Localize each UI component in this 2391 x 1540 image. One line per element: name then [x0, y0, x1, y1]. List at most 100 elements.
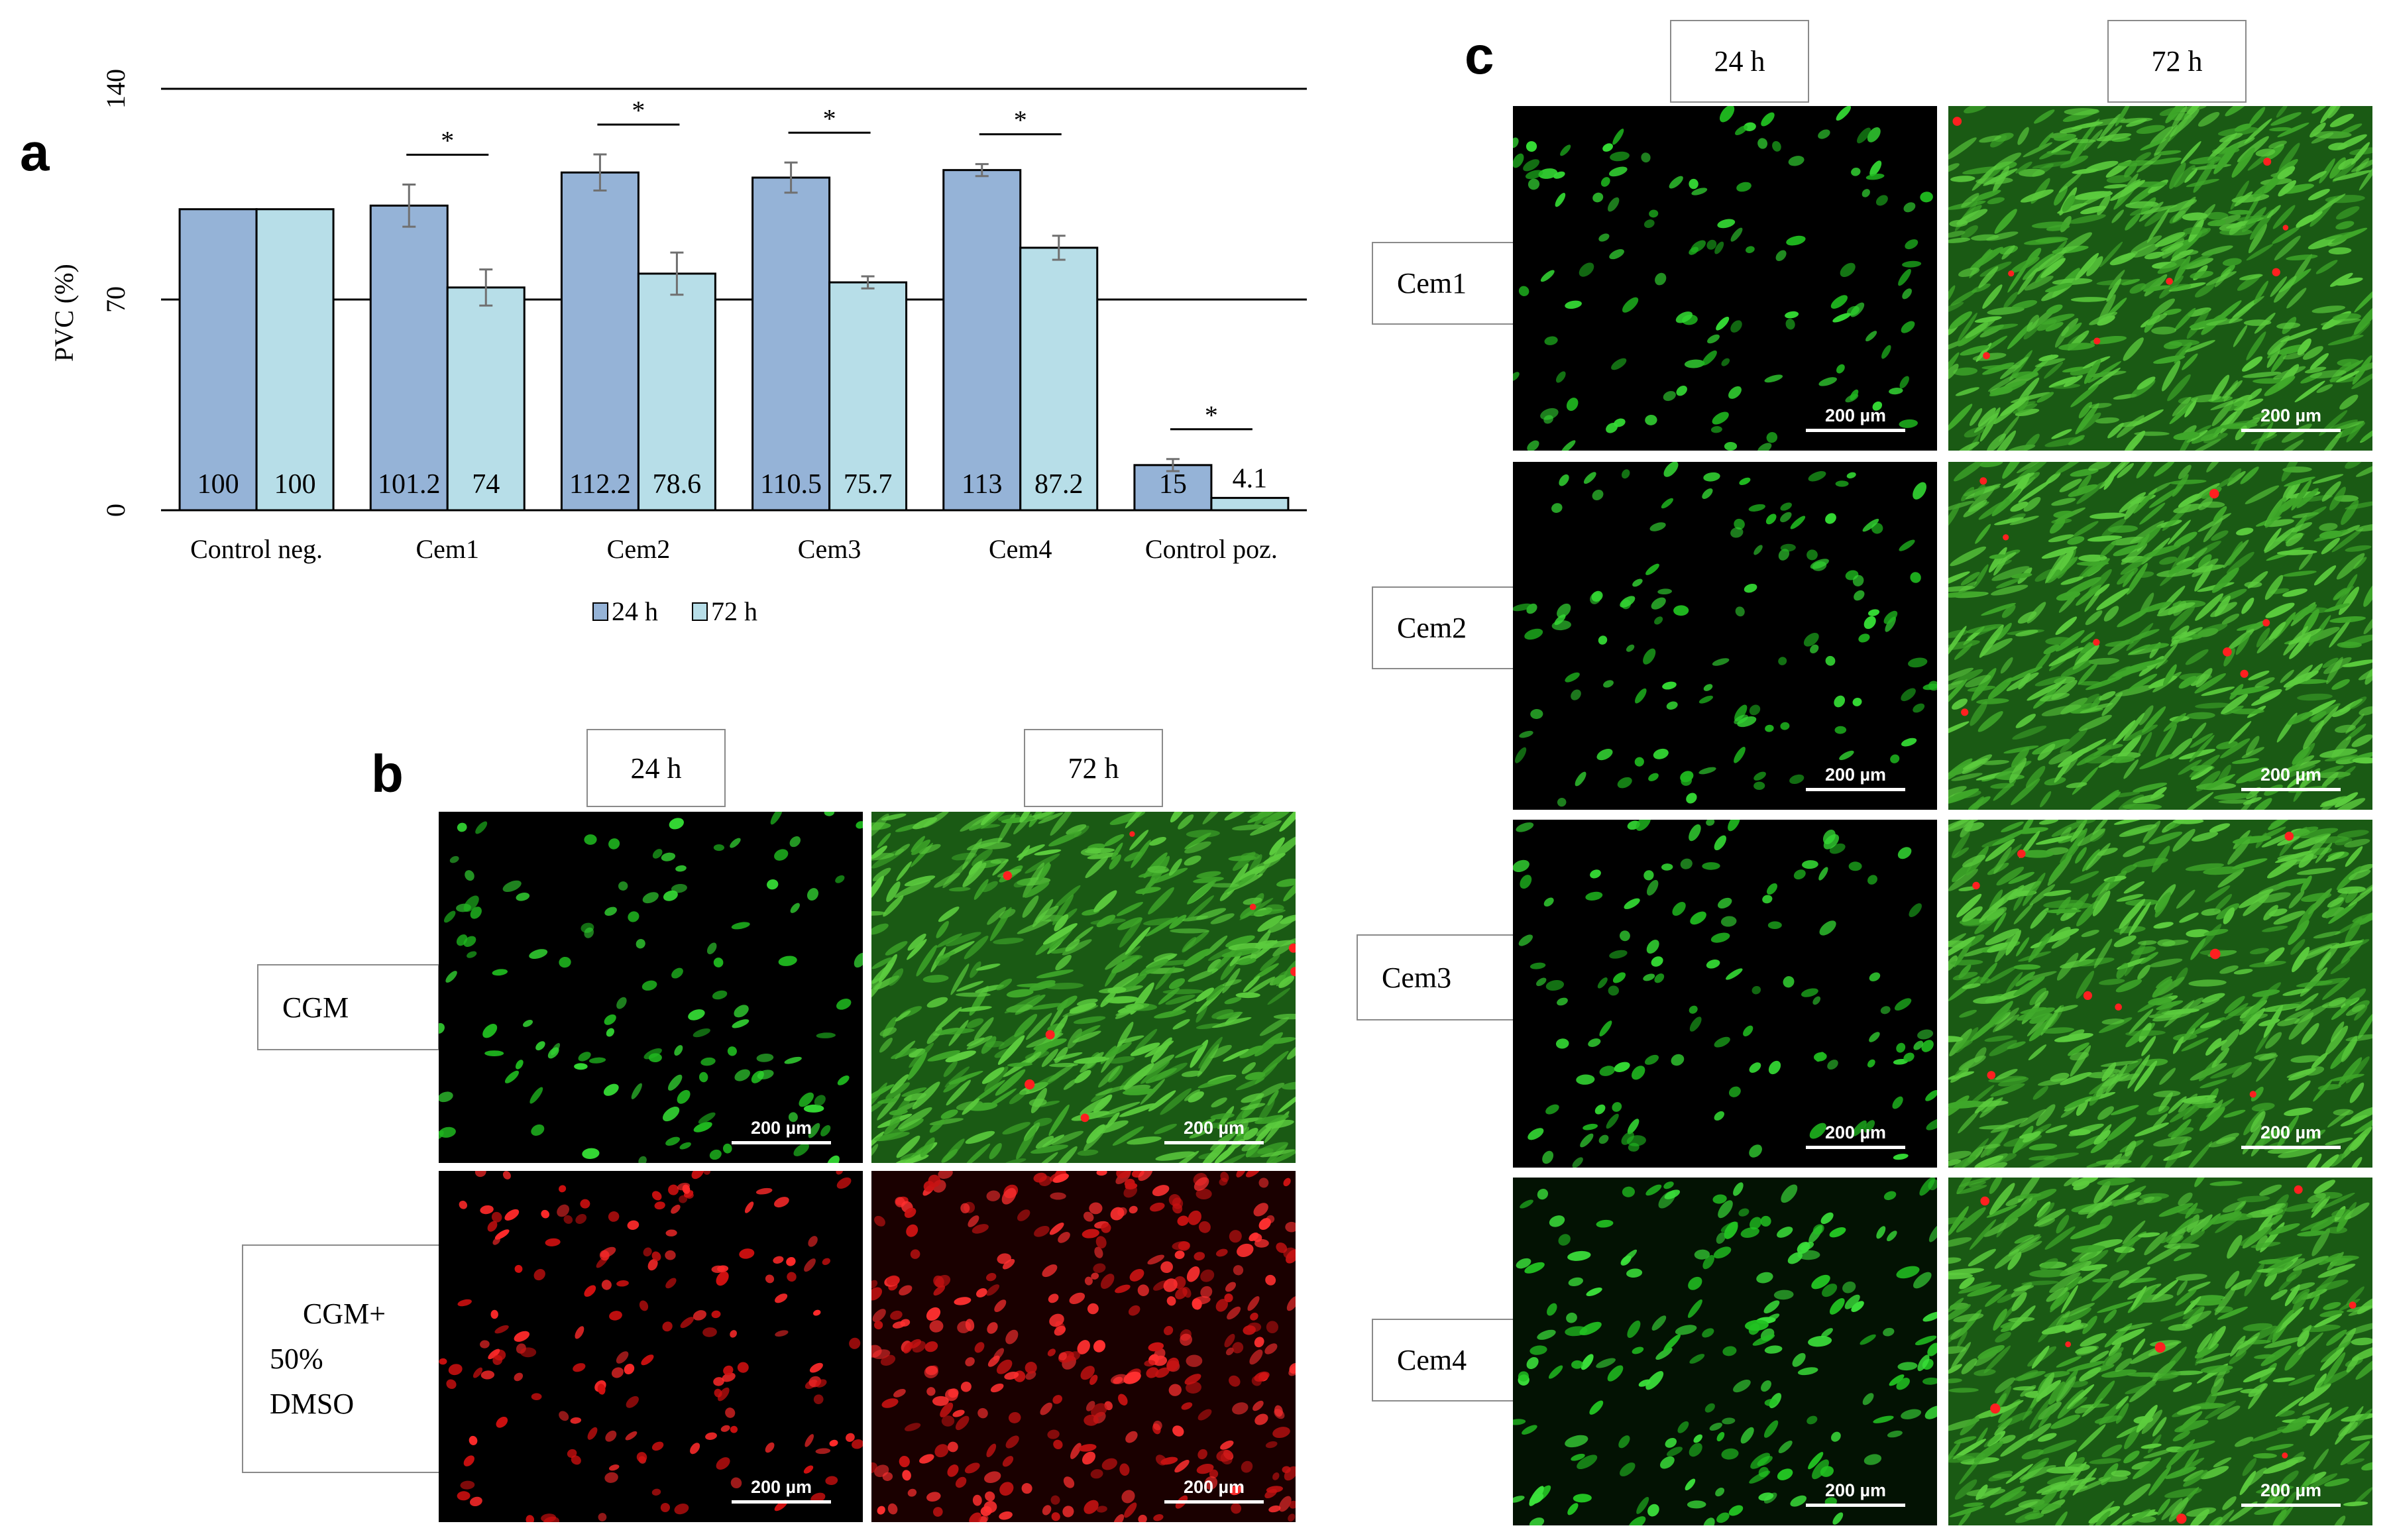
y-tick-label: 70 [101, 286, 131, 313]
data-label: 112.2 [569, 469, 631, 500]
row-label-text: 50% [270, 1342, 323, 1375]
x-tick-label: Control poz. [1145, 534, 1278, 564]
legend-label: 72 h [711, 596, 757, 626]
x-tick-label: Cem3 [798, 534, 862, 564]
micrograph-cem2-24h: 200 µm [1513, 462, 1937, 810]
significance-star: * [823, 103, 836, 133]
scale-bar-line [1806, 1504, 1905, 1507]
x-tick-label: Cem2 [607, 534, 671, 564]
row-label-text: CGM [282, 991, 349, 1024]
scale-bar-label: 200 µm [1824, 1123, 1887, 1142]
scale-bar: 200 µm [732, 1477, 831, 1504]
micrograph-cem4-24h: 200 µm [1513, 1178, 1937, 1525]
micrograph-cem2-72h: 200 µm [1948, 462, 2372, 810]
panel-c-row-label-cem2: Cem2 [1372, 586, 1514, 669]
significance-star: * [1014, 105, 1027, 135]
data-label: 100 [274, 469, 316, 500]
panel-b-col-header-72h: 72 h [1024, 729, 1163, 807]
scale-bar-line [2241, 1504, 2341, 1507]
micrograph-cem1-24h: 200 µm [1513, 106, 1937, 451]
scale-bar: 200 µm [2241, 1123, 2341, 1149]
scale-bar: 200 µm [1806, 765, 1905, 791]
legend-label: 24 h [612, 596, 658, 626]
bar-cem4-24h [942, 169, 1022, 512]
panel-b-row-label-cgm: CGM [257, 964, 439, 1050]
micrograph-cem3-72h: 200 µm [1948, 820, 2372, 1168]
cell-image [1513, 462, 1937, 810]
bar-control-poz--24h [1133, 464, 1213, 512]
panel-letter-c: c [1465, 26, 1494, 85]
micrograph-cem3-24h: 200 µm [1513, 820, 1937, 1168]
scale-bar-label: 200 µm [1824, 765, 1887, 785]
scale-bar-label: 200 µm [1183, 1477, 1245, 1497]
data-label: 78.6 [653, 469, 702, 500]
y-tick-label: 140 [101, 69, 131, 109]
panel-letter-b: b [371, 744, 404, 803]
scale-bar: 200 µm [2241, 765, 2341, 791]
scale-bar-line [732, 1500, 831, 1504]
scale-bar: 200 µm [2241, 406, 2341, 432]
panel-b-row-label-cgm-dmso: CGM+ 50% DMSO [242, 1244, 441, 1473]
significance-star: * [1205, 400, 1218, 430]
cell-image [1948, 820, 2372, 1168]
micrograph-dmso-72h: 200 µm [871, 1171, 1296, 1522]
scale-bar-line [1806, 429, 1905, 432]
significance-star: * [632, 95, 645, 125]
data-label: 74 [472, 469, 500, 500]
bar-control-neg--72h [255, 208, 335, 512]
y-tick-label: 0 [101, 504, 131, 517]
micrograph-dmso-24h: 200 µm [439, 1171, 863, 1522]
y-axis-label: PVC (%) [49, 264, 79, 362]
panel-letter-a: a [20, 123, 50, 182]
scale-bar-line [1164, 1500, 1264, 1504]
x-tick-label: Cem1 [416, 534, 479, 564]
x-tick-label: Control neg. [190, 534, 323, 564]
scale-bar-label: 200 µm [2260, 1123, 2322, 1142]
scale-bar: 200 µm [1164, 1477, 1264, 1504]
scale-bar: 200 µm [1806, 406, 1905, 432]
micrograph-cem4-72h: 200 µm [1948, 1178, 2372, 1525]
data-label: 15 [1159, 469, 1187, 500]
data-label: 100 [197, 469, 239, 500]
bar-control-neg--24h [178, 208, 258, 512]
panel-c-col-header-72h: 72 h [2107, 20, 2247, 103]
legend-swatch [592, 602, 608, 621]
bar-cem4-72h [1019, 247, 1099, 512]
scale-bar-label: 200 µm [2260, 406, 2322, 425]
micrograph-cem1-72h: 200 µm [1948, 106, 2372, 451]
scale-bar-line [732, 1141, 831, 1144]
cell-image [1948, 462, 2372, 810]
scale-bar-label: 200 µm [1824, 406, 1887, 425]
data-label: 4.1 [1233, 463, 1268, 494]
cell-image [871, 1171, 1296, 1522]
bar-chart: 0 70 140 PVC (%) 100 100 Control neg. 101.2 74 Ce… [49, 69, 1307, 626]
panel-c-row-label-cem4: Cem4 [1372, 1319, 1514, 1402]
panel-c-row-label-cem1: Cem1 [1372, 242, 1514, 325]
cell-image [1948, 106, 2372, 451]
scale-bar: 200 µm [732, 1118, 831, 1144]
cell-image [439, 812, 863, 1163]
panel-b-col-header-24h: 24 h [586, 729, 726, 807]
panel-c-col-header-24h: 24 h [1670, 20, 1809, 103]
data-label: 87.2 [1034, 469, 1084, 500]
bar-cem2-72h [637, 272, 716, 512]
x-tick-label: Cem4 [989, 534, 1052, 564]
bar-cem2-24h [560, 171, 639, 512]
legend-swatch [692, 602, 708, 621]
micrograph-cgm-24h: 200 µm [439, 812, 863, 1163]
scale-bar-line [2241, 429, 2341, 432]
bar-cem3-24h [751, 176, 831, 512]
scale-bar-label: 200 µm [1824, 1480, 1887, 1500]
bar-cem1-72h [446, 286, 526, 512]
scale-bar-label: 200 µm [1183, 1118, 1245, 1138]
scale-bar-label: 200 µm [2260, 1480, 2322, 1500]
scale-bar-line [1164, 1141, 1264, 1144]
cell-image [439, 1171, 863, 1522]
scale-bar: 200 µm [1806, 1480, 1905, 1507]
scale-bar-line [1806, 788, 1905, 791]
scale-bar-line [2241, 1146, 2341, 1149]
cell-image [871, 812, 1296, 1163]
cell-image [1513, 106, 1937, 451]
micrograph-cgm-72h: 200 µm [871, 812, 1296, 1163]
scale-bar: 200 µm [1164, 1118, 1264, 1144]
